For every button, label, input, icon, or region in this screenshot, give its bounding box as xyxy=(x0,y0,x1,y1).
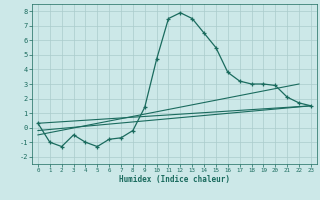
X-axis label: Humidex (Indice chaleur): Humidex (Indice chaleur) xyxy=(119,175,230,184)
